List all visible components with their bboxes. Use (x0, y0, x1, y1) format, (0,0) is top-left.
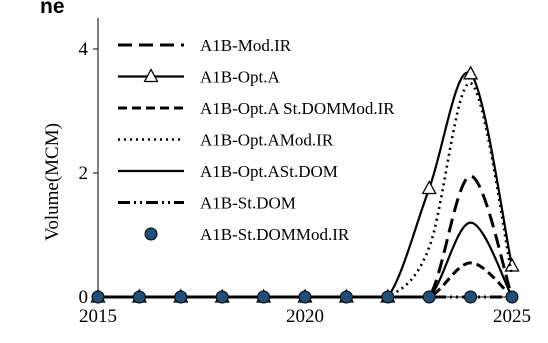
legend-label-a1b-opt-ast-dom: A1B-Opt.ASt.DOM (200, 162, 338, 181)
legend-entry-a1b-opt-amod-ir: A1B-Opt.AMod.IR (118, 131, 334, 150)
point-a1b-opt-a-2023 (421, 180, 437, 195)
legend-label-a1b-mod-ir: A1B-Mod.IR (200, 36, 292, 55)
point-a1b-st-dommod-ir-2018 (215, 290, 229, 304)
x-tick-label-2015: 2015 (79, 306, 117, 327)
legend: A1B-Mod.IR A1B-Opt.A A1B-Opt.A St.DOMMod.I… (118, 36, 395, 244)
legend-entry-a1b-opt-a: A1B-Opt.A (118, 68, 281, 87)
point-a1b-st-dommod-ir-2015 (91, 290, 105, 304)
x-tick-label-2020: 2020 (286, 306, 324, 327)
legend-marker-a1b-opt-a (143, 68, 159, 83)
legend-marker-a1b-st-dommod-ir (144, 227, 158, 241)
point-a1b-st-dommod-ir-2020 (298, 290, 312, 304)
axes: 0 2 4 2015 2020 2025 (79, 18, 531, 327)
chart-title: ne (40, 0, 65, 18)
legend-label-a1b-st-dom: A1B-St.DOM (200, 194, 296, 213)
point-a1b-st-dommod-ir-2024 (464, 290, 478, 304)
point-a1b-opt-a-2024 (463, 65, 479, 80)
legend-label-a1b-opt-amod-ir: A1B-Opt.AMod.IR (200, 131, 334, 150)
y-tick-label-2: 2 (79, 163, 89, 184)
x-tick-label-2025: 2025 (493, 306, 531, 327)
point-a1b-st-dommod-ir-2017 (174, 290, 188, 304)
legend-entry-a1b-opt-a-st-dommod-ir: A1B-Opt.A St.DOMMod.IR (118, 99, 395, 118)
y-axis-label: Volume(MCM) (42, 123, 63, 241)
point-a1b-opt-a-2025 (504, 257, 520, 272)
point-a1b-st-dommod-ir-2025 (505, 290, 519, 304)
point-a1b-st-dommod-ir-2016 (132, 290, 146, 304)
point-a1b-st-dommod-ir-2021 (339, 290, 353, 304)
legend-entry-a1b-mod-ir: A1B-Mod.IR (118, 36, 292, 55)
legend-label-a1b-opt-a: A1B-Opt.A (200, 68, 281, 87)
legend-entry-a1b-st-dom: A1B-St.DOM (118, 194, 296, 213)
series-a1b-st-dommod-ir (91, 290, 519, 304)
legend-entry-a1b-opt-ast-dom: A1B-Opt.ASt.DOM (118, 162, 338, 181)
plot-area (90, 65, 520, 304)
legend-label-a1b-opt-a-st-dommod-ir: A1B-Opt.A St.DOMMod.IR (200, 99, 395, 118)
point-a1b-st-dommod-ir-2019 (257, 290, 271, 304)
y-tick-label-4: 4 (79, 39, 89, 60)
y-tick-label-0: 0 (79, 287, 89, 308)
legend-label-a1b-st-dommod-ir: A1B-St.DOMMod.IR (200, 225, 350, 244)
point-a1b-st-dommod-ir-2022 (381, 290, 395, 304)
point-a1b-st-dommod-ir-2023 (422, 290, 436, 304)
legend-entry-a1b-st-dommod-ir: A1B-St.DOMMod.IR (144, 225, 350, 244)
